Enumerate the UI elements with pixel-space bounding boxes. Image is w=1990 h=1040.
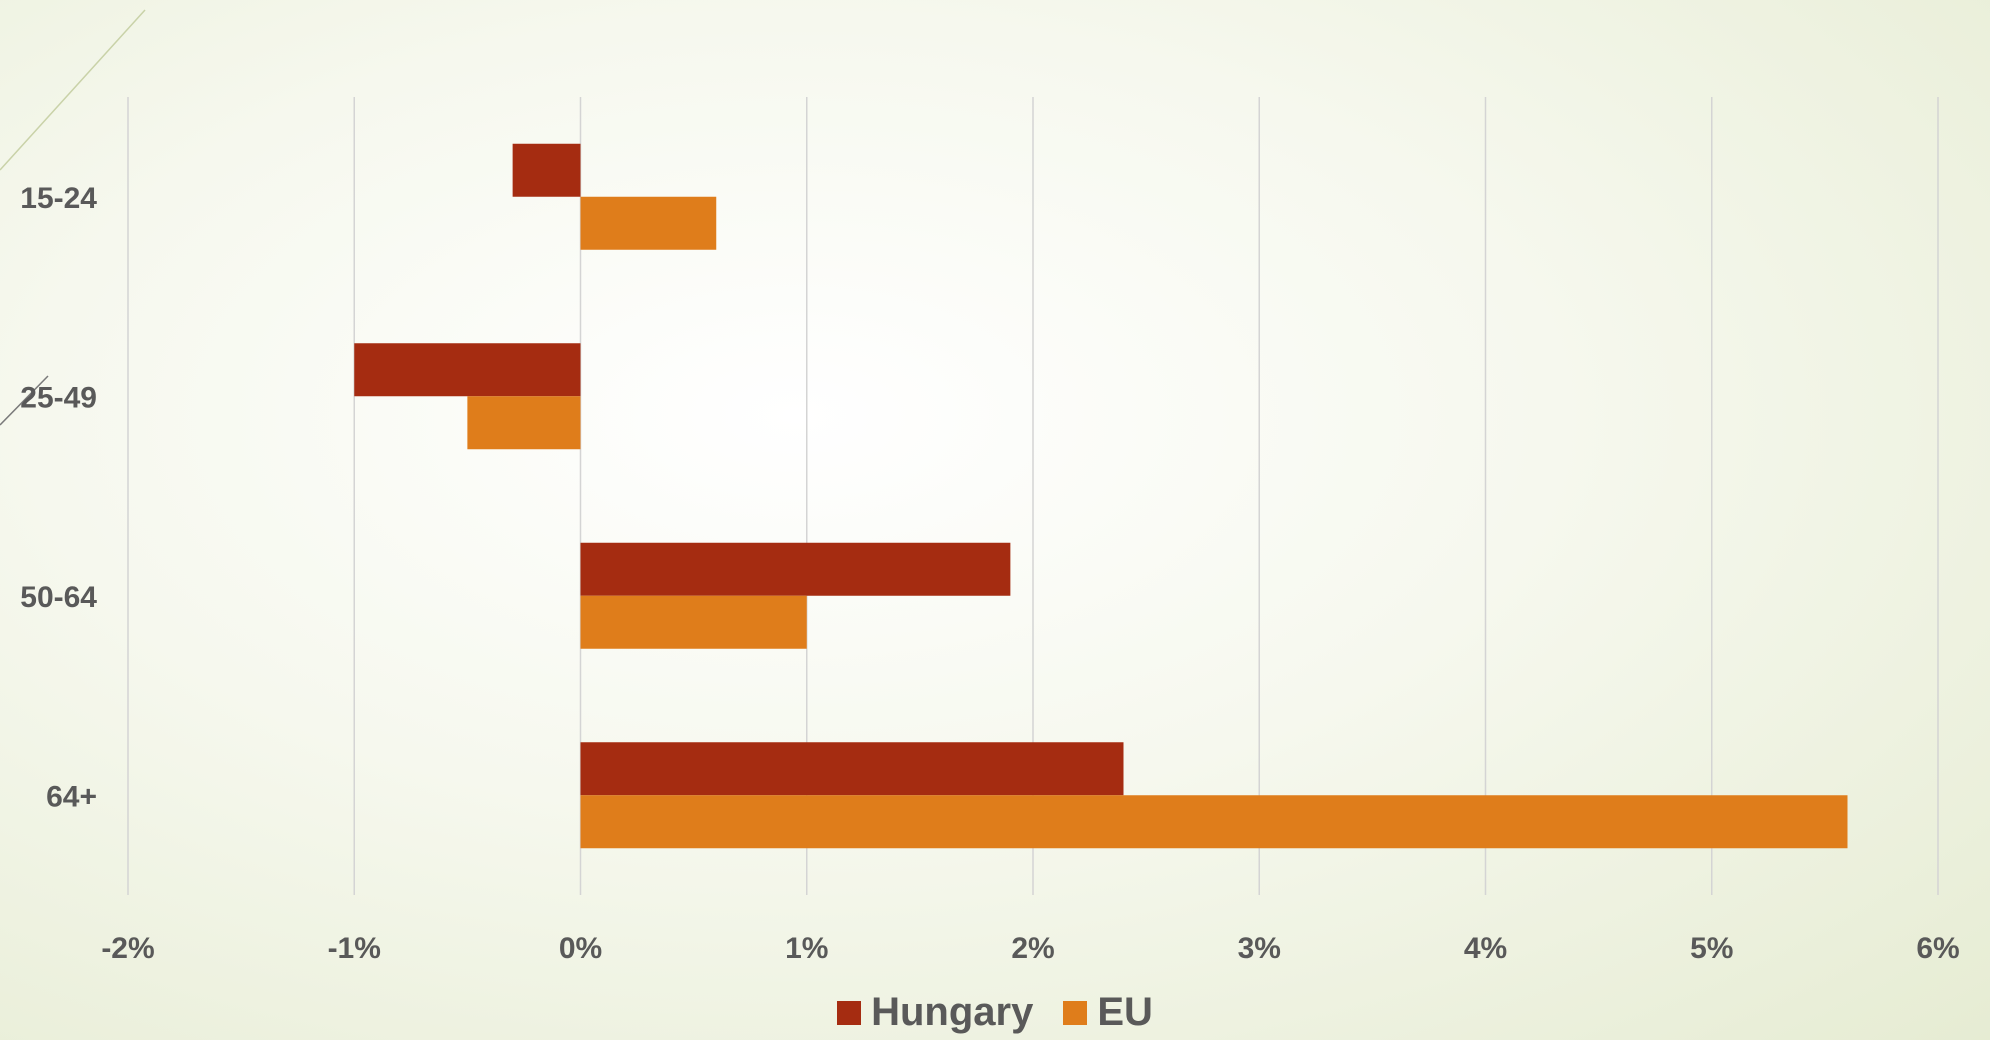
legend-item-hungary: Hungary [837, 990, 1033, 1035]
x-tick-label: -2% [101, 932, 154, 965]
x-tick-label: 6% [1916, 932, 1959, 965]
bar-eu-64+ [580, 795, 1848, 849]
category-label: 64+ [46, 780, 97, 813]
legend-item-eu: EU [1063, 990, 1153, 1035]
bar-hungary-15-24 [512, 143, 581, 197]
x-tick-label: 5% [1690, 932, 1733, 965]
legend-swatch-hungary [837, 1000, 862, 1025]
x-tick-label: 0% [559, 932, 602, 965]
legend-label-hungary: Hungary [871, 990, 1034, 1034]
x-tick-label: 4% [1464, 932, 1507, 965]
legend-label-eu: EU [1097, 990, 1153, 1034]
decorative-line [0, 9, 146, 171]
bar-hungary-25-49 [354, 343, 581, 397]
x-tick-labels: -2% -1% 0% 1% 2% 3% 4% 5% 6% [101, 932, 1959, 965]
category-label: 25-49 [20, 381, 97, 414]
category-label: 50-64 [20, 581, 97, 614]
bar-eu-50-64 [580, 595, 807, 649]
category-labels: 15-24 25-49 50-64 64+ [20, 182, 97, 814]
x-tick-label: 3% [1238, 932, 1281, 965]
bar-hungary-50-64 [580, 542, 1011, 596]
legend: Hungary EU [0, 990, 1990, 1035]
category-label: 15-24 [20, 182, 97, 215]
legend-swatch-eu [1063, 1000, 1088, 1025]
bar-eu-15-24 [580, 196, 717, 250]
bar-eu-25-49 [467, 396, 581, 450]
decorative-line [0, 375, 49, 426]
bars [354, 143, 1848, 849]
bar-hungary-64+ [580, 742, 1124, 796]
x-tick-label: -1% [328, 932, 381, 965]
x-tick-label: 1% [785, 932, 828, 965]
x-tick-label: 2% [1011, 932, 1054, 965]
